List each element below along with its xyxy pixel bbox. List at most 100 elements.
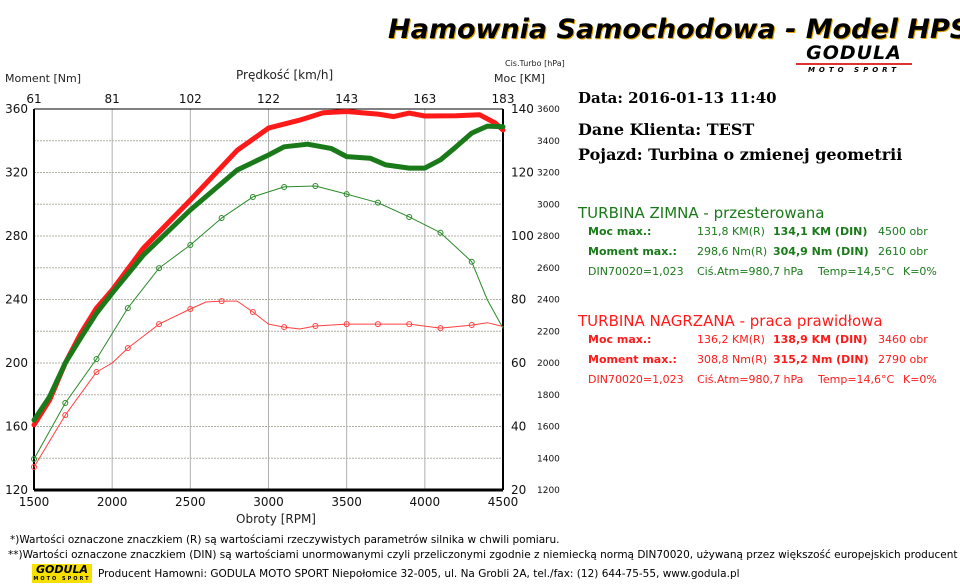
turbo-marker bbox=[312, 323, 319, 330]
turbo-marker bbox=[468, 322, 475, 329]
din-factor: DIN70020=1,023 bbox=[588, 265, 684, 278]
logo-text: GODULA bbox=[806, 42, 902, 64]
turbo-marker bbox=[249, 309, 256, 316]
turbo-tick-label: 3000 bbox=[537, 200, 560, 210]
right-tick-label: 80 bbox=[511, 293, 526, 307]
temperature: Temp=14,5°C bbox=[818, 265, 895, 278]
footnote-r: *)Wartości oznaczone znaczkiem (R) są wa… bbox=[10, 534, 560, 546]
turbo-marker bbox=[93, 369, 100, 376]
turbo-curve bbox=[33, 185, 504, 460]
right-tick-label: 20 bbox=[511, 483, 526, 497]
x-axis-label: Obroty [RPM] bbox=[236, 512, 316, 526]
power-curve bbox=[31, 123, 506, 423]
turbo-marker bbox=[62, 412, 69, 419]
page-title: Hamownia Samochodowa - Model HPS-C bbox=[388, 14, 960, 45]
turbo-marker bbox=[156, 265, 163, 272]
turbo-marker bbox=[249, 193, 256, 200]
power-label: Moc max.: bbox=[588, 225, 652, 238]
turbo-marker bbox=[343, 321, 350, 328]
x-tick-label: 3500 bbox=[331, 495, 362, 509]
turbo-marker bbox=[343, 191, 350, 198]
turbo-marker bbox=[218, 215, 225, 222]
k-factor: K=0% bbox=[903, 265, 937, 278]
turbo-marker bbox=[62, 400, 69, 407]
right2-axis-label: Cis.Turbo [hPa] bbox=[505, 59, 565, 68]
temperature: Temp=14,6°C bbox=[818, 373, 895, 386]
x-tick-label: 2500 bbox=[175, 495, 206, 509]
x-tick-label: 3000 bbox=[253, 495, 284, 509]
din-factor: DIN70020=1,023 bbox=[588, 373, 684, 386]
turbo-tick-label: 1200 bbox=[537, 486, 560, 496]
turbo-tick-label: 3200 bbox=[537, 169, 560, 179]
turbo-marker bbox=[374, 321, 381, 328]
date-text: Data: 2016-01-13 11:40 bbox=[578, 89, 777, 107]
turbo-tick-label: 2000 bbox=[537, 359, 560, 369]
left-tick-label: 360 bbox=[5, 102, 28, 116]
footer-logo-text: GODULA bbox=[36, 563, 88, 576]
torque-r: 298,6 Nm(R) bbox=[697, 245, 768, 258]
top-axis-label: Prędkość [km/h] bbox=[236, 68, 334, 82]
run-title: TURBINA NAGRZANA - praca prawidłowa bbox=[578, 312, 883, 330]
turbo-marker bbox=[124, 305, 131, 312]
power-rpm: 3460 obr bbox=[878, 333, 928, 346]
turbo-marker bbox=[187, 242, 194, 249]
torque-rpm: 2610 obr bbox=[878, 245, 928, 258]
left-tick-label: 160 bbox=[5, 420, 28, 434]
x-tick-label: 4500 bbox=[488, 495, 519, 509]
turbo-tick-label: 3600 bbox=[537, 105, 560, 115]
turbo-tick-label: 2800 bbox=[537, 232, 560, 242]
producer-text: Producent Hamowni: GODULA MOTO SPORT Nie… bbox=[98, 568, 740, 580]
client-text: Dane Klienta: TEST bbox=[578, 120, 755, 139]
turbo-marker bbox=[124, 345, 131, 352]
turbo-marker bbox=[406, 321, 413, 328]
turbo-marker bbox=[156, 321, 163, 328]
turbo-marker bbox=[281, 183, 288, 190]
left-tick-label: 320 bbox=[5, 166, 28, 180]
turbo-marker bbox=[406, 213, 413, 220]
left-tick-label: 280 bbox=[5, 229, 28, 243]
torque-din: 304,9 Nm (DIN) bbox=[773, 245, 869, 258]
top-tick-label: 122 bbox=[257, 92, 280, 106]
footer-logo-subtext: MOTO SPORT bbox=[33, 576, 91, 582]
turbo-marker bbox=[437, 325, 444, 332]
power-label: Moc max.: bbox=[588, 333, 652, 346]
power-r: 131,8 KM(R) bbox=[697, 225, 765, 238]
turbo-tick-label: 2600 bbox=[537, 264, 560, 274]
torque-label: Moment max.: bbox=[588, 245, 677, 258]
top-tick-label: 163 bbox=[413, 92, 436, 106]
power-r: 136,2 KM(R) bbox=[697, 333, 765, 346]
left-tick-label: 200 bbox=[5, 356, 28, 370]
turbo-marker bbox=[31, 456, 37, 463]
right-tick-label: 140 bbox=[511, 102, 534, 116]
left-tick-label: 120 bbox=[5, 483, 28, 497]
footnote-din: **)Wartości oznaczone znaczkiem (DIN) są… bbox=[8, 549, 958, 561]
run-title: TURBINA ZIMNA - przesterowana bbox=[578, 204, 825, 222]
top-tick-label: 143 bbox=[335, 92, 358, 106]
x-tick-label: 2000 bbox=[97, 495, 128, 509]
power-din: 134,1 KM (DIN) bbox=[773, 225, 868, 238]
turbo-tick-label: 2200 bbox=[537, 327, 560, 337]
turbo-curve bbox=[33, 300, 504, 468]
left-axis-label: Moment [Nm] bbox=[5, 72, 82, 85]
logo-subtext: MOTO SPORT bbox=[807, 66, 901, 74]
right-tick-label: 40 bbox=[511, 420, 526, 434]
turbo-marker bbox=[187, 306, 194, 313]
left-tick-label: 240 bbox=[5, 293, 28, 307]
atm-pressure: Ciś.Atm=980,7 hPa bbox=[697, 373, 804, 386]
turbo-tick-label: 3400 bbox=[537, 137, 560, 147]
x-tick-label: 1500 bbox=[19, 495, 50, 509]
turbo-marker bbox=[374, 199, 381, 206]
turbo-marker bbox=[31, 463, 37, 470]
power-rpm: 4500 obr bbox=[878, 225, 928, 238]
turbo-tick-label: 1600 bbox=[537, 423, 560, 433]
torque-din: 315,2 Nm (DIN) bbox=[773, 353, 869, 366]
godula-logo: GODULA MOTO SPORT bbox=[796, 44, 912, 74]
turbo-tick-label: 1400 bbox=[537, 454, 560, 464]
turbo-tick-label: 1800 bbox=[537, 391, 560, 401]
turbo-marker bbox=[93, 356, 100, 363]
turbo-marker bbox=[281, 324, 288, 331]
right-tick-label: 100 bbox=[511, 229, 534, 243]
right-tick-label: 120 bbox=[511, 166, 534, 180]
top-tick-label: 102 bbox=[179, 92, 202, 106]
turbo-tick-label: 2400 bbox=[537, 296, 560, 306]
